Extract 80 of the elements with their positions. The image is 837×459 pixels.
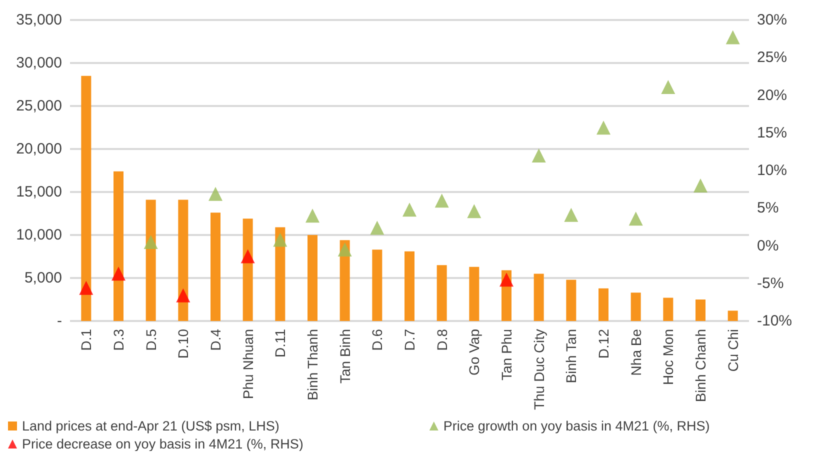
x-tick-label: Tan Binh — [336, 329, 353, 384]
bar — [630, 292, 641, 321]
bar — [372, 250, 382, 321]
x-tick-label: D.4 — [208, 328, 224, 351]
x-tick-label: Binh Thanh — [304, 329, 320, 400]
point — [628, 212, 643, 226]
x-tick-label: D.3 — [110, 328, 126, 351]
x-tick-label: Cu Chi — [724, 329, 741, 372]
bar — [534, 274, 544, 321]
x-tick-label: Phu Nhuan — [240, 329, 256, 400]
point — [661, 80, 676, 94]
bar — [275, 227, 286, 321]
y2-tick-label: 10% — [757, 162, 788, 179]
x-tick-label: Go Vap — [466, 328, 482, 376]
x-tick-label: D.8 — [434, 328, 450, 351]
point — [726, 30, 740, 44]
y2-tick-label: 15% — [757, 124, 788, 142]
x-tick-label: Thu Duc City — [530, 329, 547, 410]
y-tick-label: 10,000 — [16, 226, 62, 244]
x-tick-label: Tan Phu — [498, 329, 514, 380]
point — [208, 186, 222, 201]
x-tick-label: D.1 — [78, 328, 94, 351]
point — [500, 272, 514, 287]
point — [240, 249, 255, 264]
bar — [404, 251, 414, 321]
point — [596, 120, 610, 135]
bar — [178, 200, 188, 321]
bar — [81, 76, 92, 321]
bar — [210, 212, 220, 321]
y2-tick-label: 25% — [757, 49, 788, 66]
x-tick-label: D.11 — [272, 328, 288, 358]
x-tick-label: Nha Be — [628, 328, 644, 376]
point — [79, 280, 94, 295]
point — [532, 148, 546, 162]
legend-label: Price decrease on yoy basis in 4M21 (%, RHS) — [22, 436, 304, 452]
y-tick-label: 25,000 — [16, 98, 62, 114]
point — [112, 266, 126, 281]
bar — [598, 288, 608, 321]
bar — [469, 266, 480, 321]
bar — [566, 280, 576, 321]
bar — [436, 265, 447, 321]
y2-tick-label: 20% — [757, 86, 788, 104]
point — [564, 208, 578, 222]
bar — [728, 310, 738, 321]
legend-label: Price growth on yoy basis in 4M21 (%, RHS) — [443, 418, 710, 434]
bar — [696, 300, 706, 321]
point — [370, 220, 384, 235]
y-tick-label: 30,000 — [16, 54, 62, 72]
point — [176, 288, 190, 302]
x-tick-label: D.6 — [369, 328, 386, 351]
y-tick-label: 35,000 — [16, 12, 62, 28]
x-tick-label: D.12 — [596, 328, 612, 359]
point — [402, 202, 416, 217]
point — [338, 242, 352, 257]
point — [694, 178, 708, 193]
y2-tick-label: -5% — [757, 274, 784, 292]
point — [306, 208, 320, 223]
bar — [114, 171, 124, 321]
y2-tick-label: 5% — [757, 200, 779, 217]
bar — [146, 200, 156, 321]
y2-tick-label: 0% — [757, 237, 779, 254]
legend-label: Land prices at end-Apr 21 (US$ psm, LHS) — [22, 418, 280, 434]
point — [144, 234, 158, 249]
x-tick-label: D.10 — [175, 328, 192, 359]
x-tick-label: D.7 — [402, 328, 418, 351]
x-tick-label: Binh Chanh — [692, 329, 708, 402]
x-tick-label: Hoc Mon — [660, 329, 676, 386]
x-tick-label: Binh Tan — [563, 329, 580, 384]
y-tick-label: 15,000 — [16, 184, 62, 200]
bar — [663, 298, 674, 321]
point — [434, 194, 449, 208]
point — [273, 232, 288, 247]
y-tick-label: 20,000 — [16, 140, 62, 158]
y2-tick-label: -10% — [757, 312, 792, 330]
point — [467, 204, 482, 218]
y-tick-label: - — [57, 312, 62, 330]
bar — [308, 235, 318, 321]
y2-tick-label: 30% — [757, 12, 788, 28]
y-tick-label: 5,000 — [24, 270, 62, 286]
x-tick-label: D.5 — [142, 328, 159, 351]
